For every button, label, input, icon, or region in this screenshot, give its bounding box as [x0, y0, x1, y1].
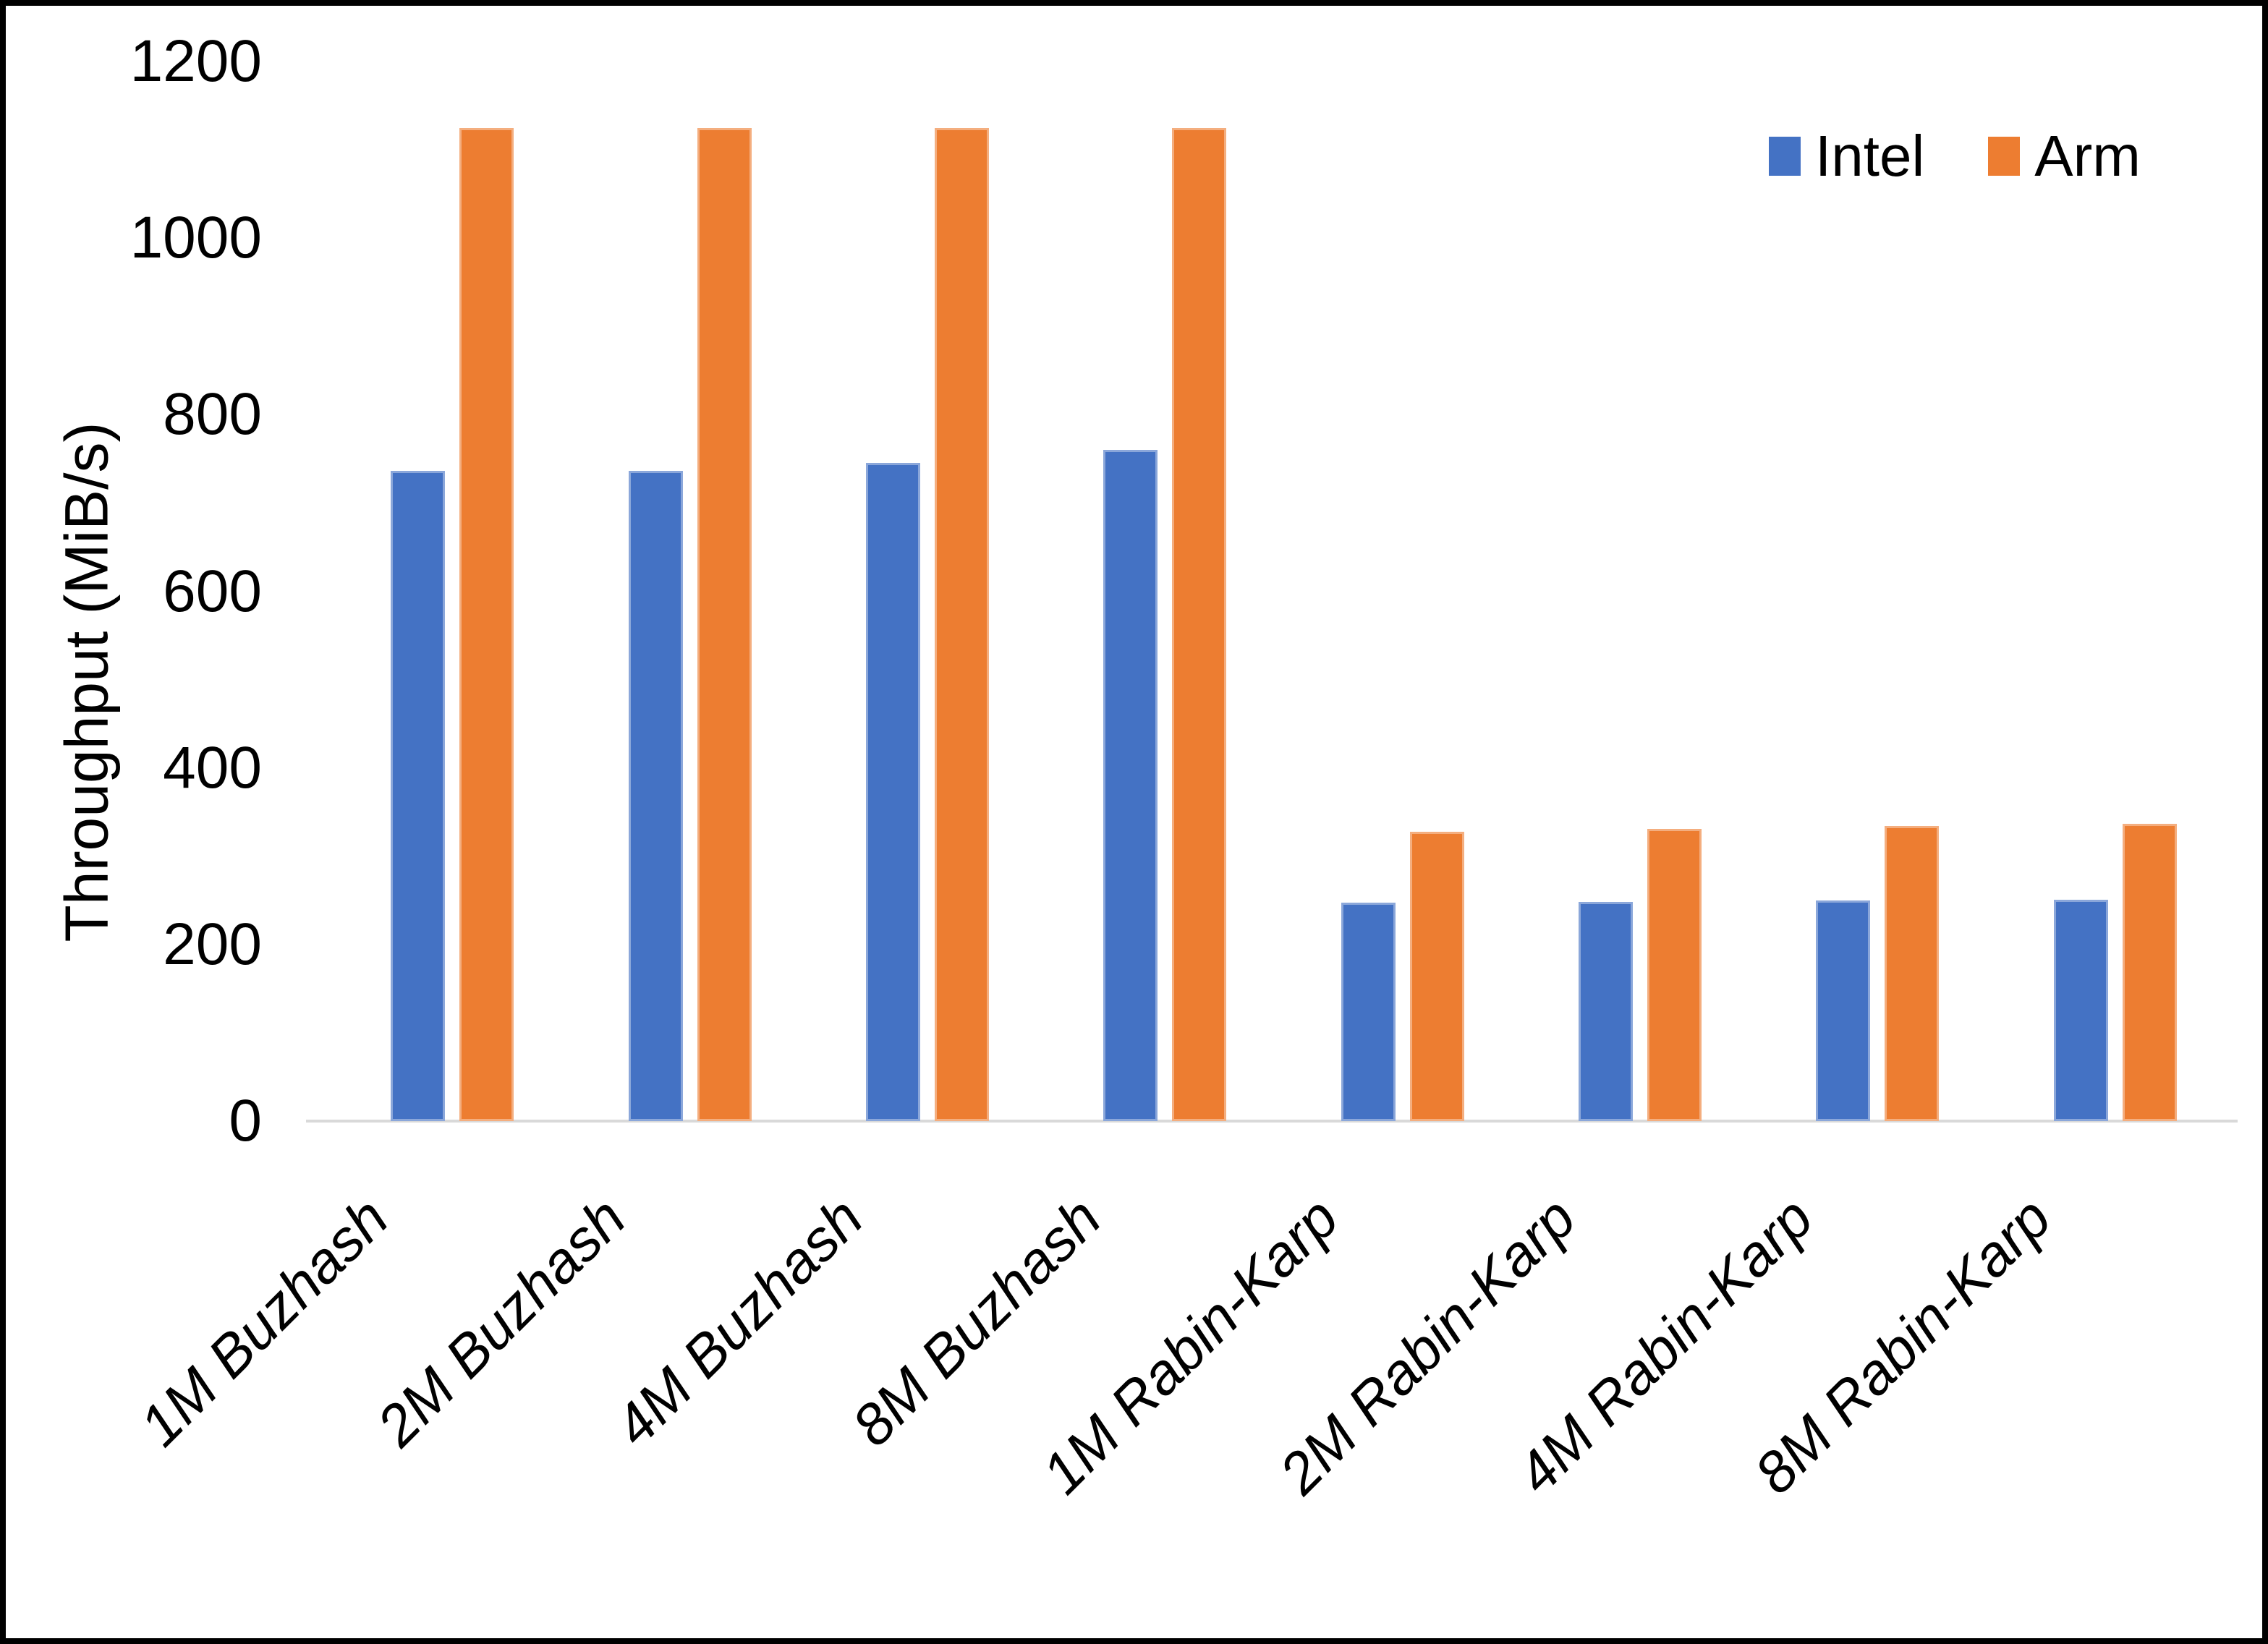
legend-arm-swatch-icon [1988, 137, 2021, 176]
y-tick-label: 1200 [129, 28, 262, 94]
bar-intel [1816, 900, 1870, 1121]
y-axis-title: Throughput (MiB/s) [52, 422, 121, 942]
x-axis-line [306, 1120, 2238, 1123]
legend-intel-swatch-icon [1769, 137, 1801, 176]
x-category-label: 4M Buzhash [602, 1185, 875, 1459]
bar-arm [1885, 826, 1939, 1121]
bar-arm [935, 128, 989, 1121]
bar-arm [1647, 829, 1702, 1121]
x-category-label: 1M Buzhash [127, 1185, 400, 1459]
y-tick-label: 800 [163, 381, 262, 448]
y-tick-label: 600 [163, 558, 262, 624]
bar-intel [866, 463, 920, 1121]
bar-arm [2123, 824, 2177, 1121]
y-tick-label: 0 [229, 1088, 262, 1154]
bar-arm [1410, 832, 1464, 1121]
bar-arm [1172, 128, 1226, 1121]
bar-intel [1341, 903, 1396, 1121]
bar-intel [629, 471, 683, 1121]
y-tick-label: 400 [163, 734, 262, 801]
bar-intel [1103, 450, 1158, 1121]
legend-item-intel: Intel [1769, 127, 1924, 185]
legend-arm-label: Arm [2034, 124, 2141, 188]
legend-item-arm: Arm [1988, 127, 2141, 185]
bar-intel [1579, 902, 1633, 1121]
y-tick-label: 1000 [129, 205, 262, 271]
bar-arm [459, 128, 514, 1121]
bar-arm [697, 128, 752, 1121]
legend: Intel Arm [1769, 127, 2141, 185]
y-tick-label: 200 [163, 911, 262, 977]
legend-intel-label: Intel [1815, 124, 1925, 188]
bar-intel [2054, 900, 2108, 1121]
x-category-label: 2M Buzhash [364, 1185, 638, 1459]
bar-intel [391, 471, 445, 1121]
